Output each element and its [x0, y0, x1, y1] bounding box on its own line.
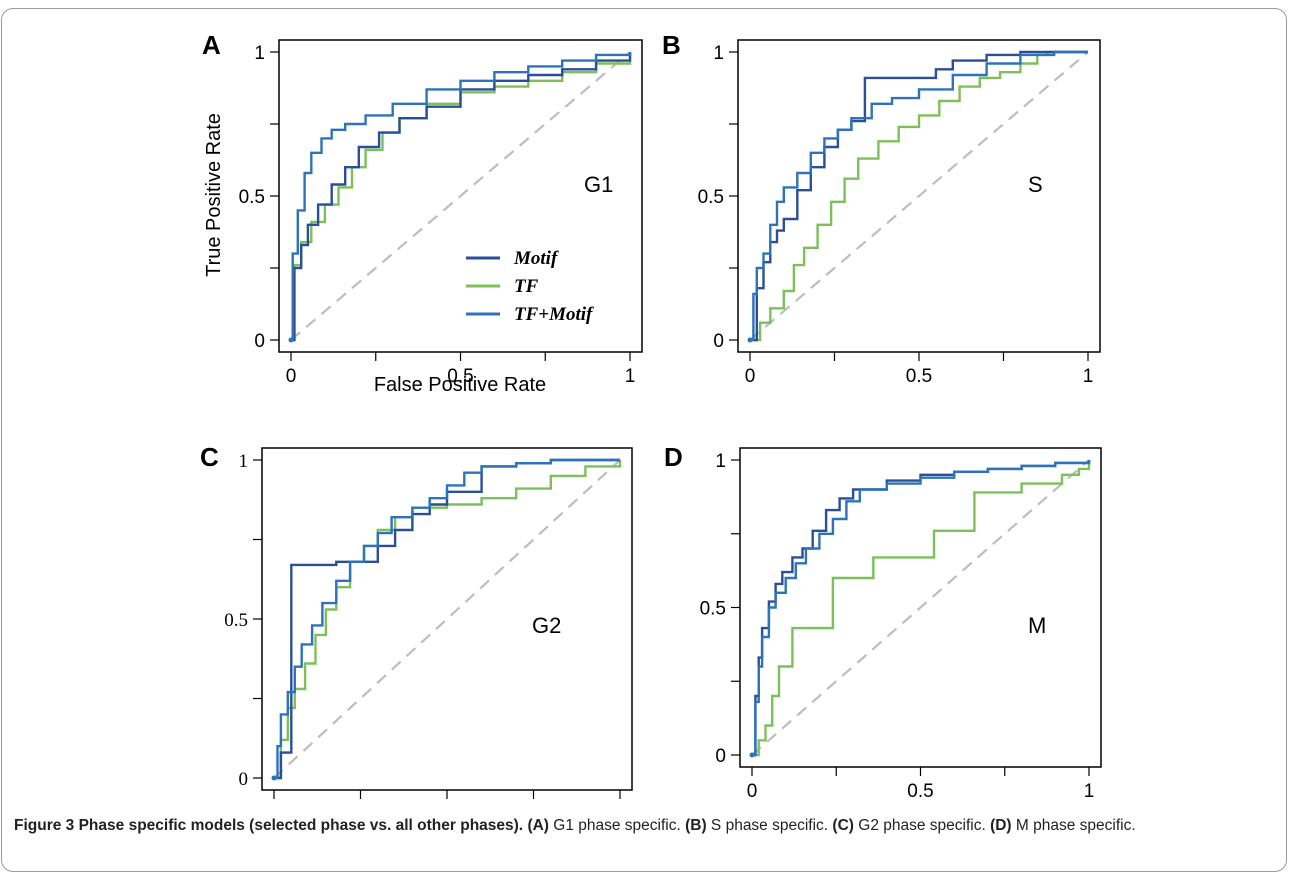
phase-label-g1: G1: [584, 172, 613, 197]
p3-y-tick-label-1: 0.5: [700, 599, 726, 620]
p1-series-tf: [750, 50, 1088, 342]
p0-y-tick-label-1: 0.5: [239, 187, 265, 208]
p2-y-tick-label-1: 0.5: [224, 610, 248, 631]
y-axis-label: True Positive Rate: [203, 113, 225, 277]
p2-y-tick-label-0: 0: [239, 769, 249, 790]
p0-x-tick-label-1: 0.5: [447, 366, 473, 387]
p0-diagonal-reference: [290, 51, 631, 341]
p3-x-tick-label-2: 1: [1084, 781, 1095, 800]
panel-d: D M 0 0.5 1 0 0.5 1: [664, 442, 1102, 800]
caption-text-d: M phase specific.: [1011, 817, 1136, 834]
p3-series-tf-motif: [752, 460, 1091, 757]
p1-y-tick-label-2: 1: [713, 43, 724, 64]
panel-b-label: B: [662, 30, 681, 60]
p3-diagonal-reference: [751, 459, 1090, 756]
panel-a: A True Positive Rate False Positive Rate…: [202, 30, 643, 396]
p0-x-tick-label-0: 0: [286, 366, 297, 387]
caption-title: Figure 3 Phase specific models (selected…: [14, 817, 524, 834]
p3-origin-point: [749, 752, 755, 758]
caption-text-b: S phase specific.: [706, 817, 833, 834]
figure-caption: Figure 3 Phase specific models (selected…: [14, 814, 1276, 837]
p3-y-tick-label-0: 0: [715, 746, 726, 767]
p0-origin-point: [288, 337, 294, 343]
legend-label-tfmotif: TF+Motif: [514, 304, 594, 325]
roc-figure: A True Positive Rate False Positive Rate…: [200, 30, 1102, 800]
legend-label-tf: TF: [514, 276, 539, 297]
p1-y-tick-label-1: 0.5: [698, 187, 724, 208]
legend: Motif TF TF+Motif: [466, 248, 594, 325]
caption-tag-c: (C): [832, 817, 854, 834]
p3-series-tf: [752, 460, 1091, 757]
p2-origin-point: [271, 775, 277, 781]
p2-y-tick-label-2: 1: [239, 451, 249, 472]
p1-y-tick-label-0: 0: [713, 331, 724, 352]
p2-series-tf-motif: [274, 458, 620, 780]
p0-series-tf-motif: [291, 52, 632, 342]
p2-diagonal-reference: [273, 459, 621, 779]
panel-c-label: C: [200, 442, 219, 472]
legend-label-motif: Motif: [513, 248, 559, 269]
panel-a-label: A: [202, 30, 221, 60]
p1-diagonal-reference: [749, 51, 1089, 341]
caption-tag-d: (D): [990, 817, 1012, 834]
caption-text-a: G1 phase specific.: [548, 817, 686, 834]
p3-x-tick-label-1: 0.5: [907, 781, 933, 800]
panel-b: B S 0 0.5 1 0 0.5 1: [662, 30, 1101, 387]
p3-y-tick-label-2: 1: [715, 451, 726, 472]
phase-label-g2: G2: [532, 613, 561, 638]
p0-y-tick-label-0: 0: [254, 331, 265, 352]
p1-series-tf-motif: [750, 50, 1088, 342]
p3-x-tick-label-0: 0: [747, 781, 758, 800]
p1-x-tick-label-1: 0.5: [906, 366, 932, 387]
phase-label-m: M: [1028, 613, 1046, 638]
caption-tag-b: (B): [685, 817, 707, 834]
caption-text-c: G2 phase specific.: [853, 817, 991, 834]
p1-x-tick-label-0: 0: [745, 366, 756, 387]
p1-origin-point: [747, 337, 753, 343]
phase-label-s: S: [1028, 172, 1043, 197]
figure-frame: [1, 8, 1287, 872]
p0-series-motif: [291, 52, 632, 342]
caption-tag-a: (A): [527, 817, 549, 834]
panel-d-label: D: [664, 442, 683, 472]
x-axis-label: False Positive Rate: [374, 374, 546, 396]
p1-x-tick-label-2: 1: [1083, 366, 1094, 387]
p0-y-tick-label-2: 1: [254, 43, 265, 64]
p0-x-tick-label-2: 1: [625, 366, 636, 387]
